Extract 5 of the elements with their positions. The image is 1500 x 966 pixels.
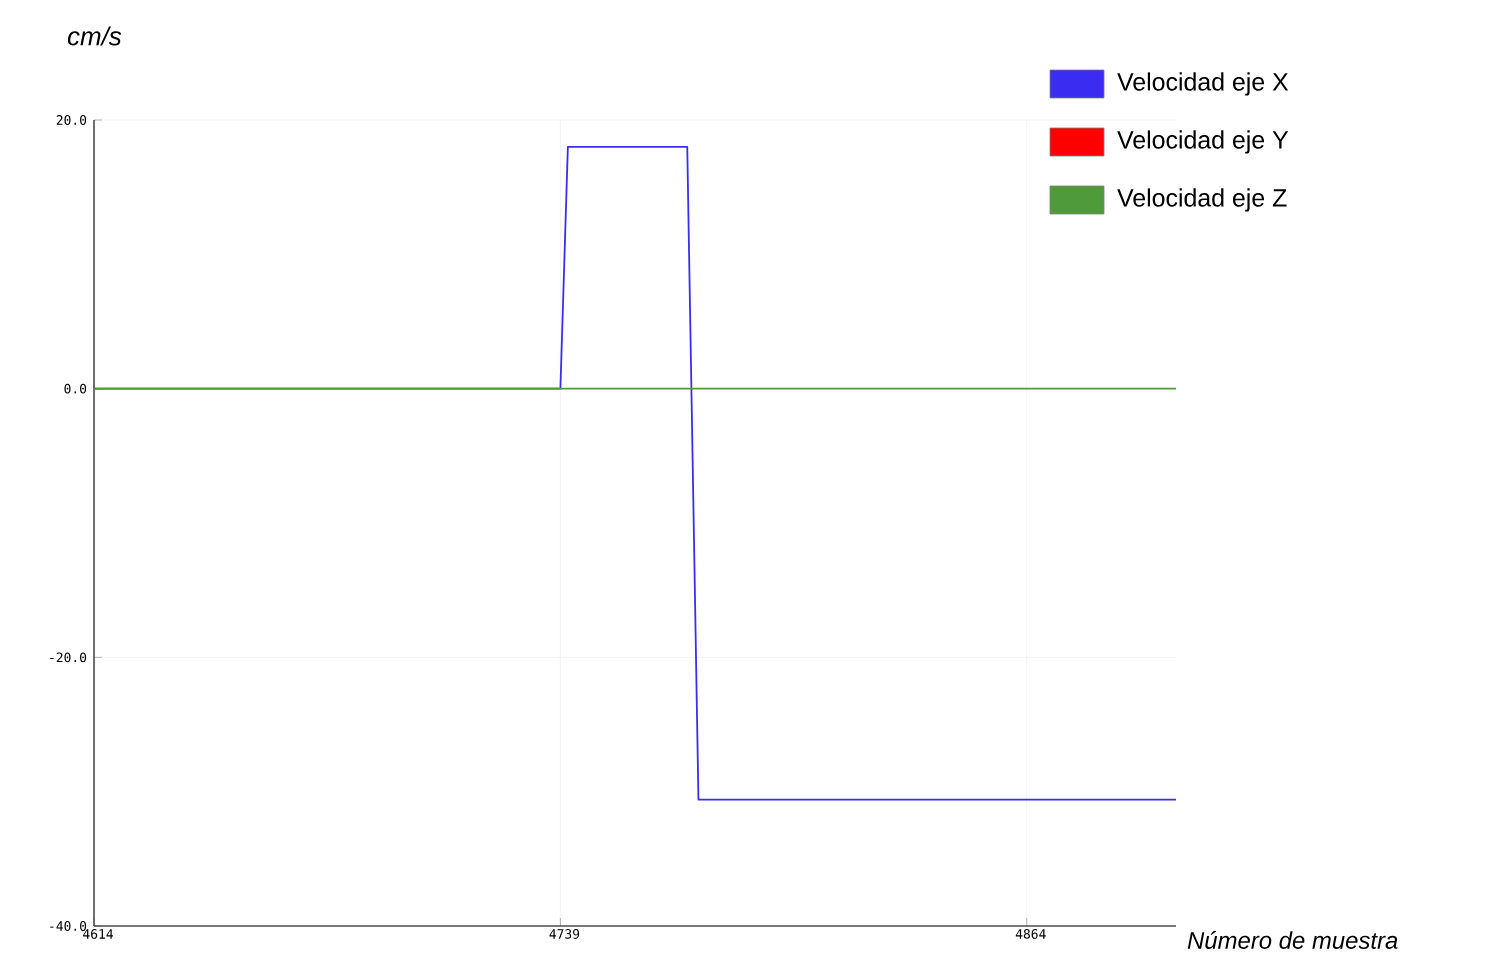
legend-label: Velocidad eje Y (1117, 130, 1289, 154)
legend-label: Velocidad eje X (1117, 72, 1289, 96)
y-axis-title: cm/s (67, 26, 122, 46)
legend-label: Velocidad eje Z (1117, 188, 1287, 212)
x-axis-title: Número de muestra (1187, 931, 1398, 949)
